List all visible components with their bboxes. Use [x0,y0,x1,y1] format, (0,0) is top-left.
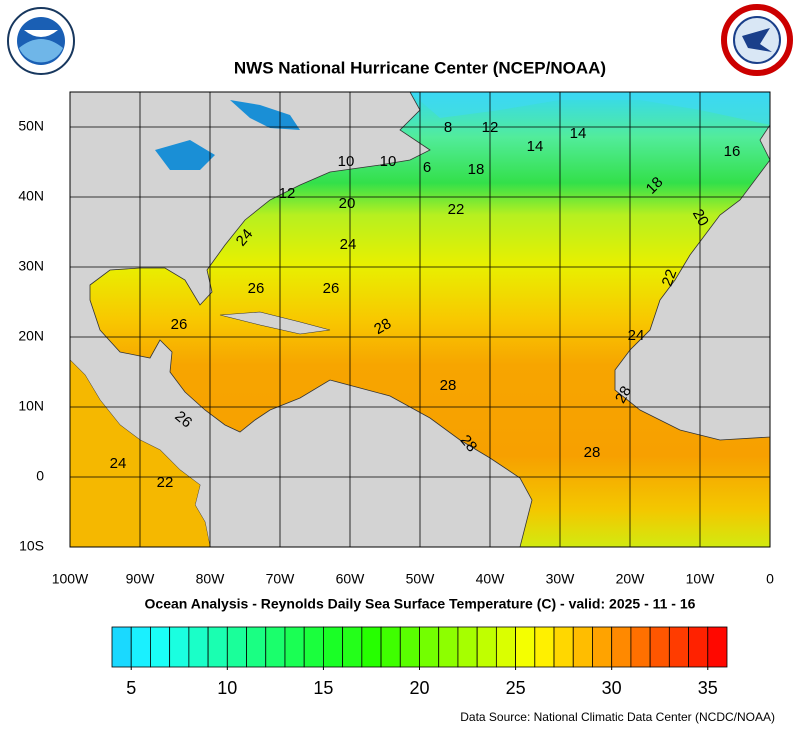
contour-label: 28 [584,444,601,461]
contour-label: 6 [423,159,431,176]
colorbar-box [342,626,363,668]
colorbar-box [592,626,613,668]
contour-label: 8 [444,119,452,136]
colorbar-box [226,626,247,668]
contour-label: 26 [171,316,188,333]
colorbar: 5 10 15 20 25 30 35 [111,626,728,698]
colorbar-box [111,626,132,668]
lakes [155,100,300,170]
colorbar-box [323,626,344,668]
lat-tick-label: 50N [18,118,44,134]
contour-label: 10 [380,153,397,170]
cold-water [410,92,770,125]
colorbar-box [515,626,536,668]
colorbar-box [303,626,324,668]
lon-tick-label: 30W [546,571,576,587]
nws-logo [721,4,793,76]
colorbar-box [476,626,497,668]
grid: 100W 90W 80W 70W 60W 50W 40W 30W 20W 10W 0 10S 0 10N 2… [18,92,774,587]
colorbar-tick-label: 30 [602,678,622,698]
colorbar-box [668,626,689,668]
colorbar-tick-label: 20 [409,678,429,698]
title: NWS National Hurricane Center (NCEP/NOAA… [234,58,606,77]
colorbar-box [265,626,286,668]
contour-label: 24 [340,236,357,253]
colorbar-box [284,626,305,668]
colorbar-box [649,626,670,668]
lon-tick-label: 60W [336,571,366,587]
contour-label: 12 [482,119,499,136]
subtitle: Ocean Analysis - Reynolds Daily Sea Surf… [145,596,696,612]
colorbar-box [534,626,555,668]
contour-label: 14 [570,125,587,142]
colorbar-box [688,626,709,668]
colorbar-box [207,626,228,668]
contour-label: 24 [110,455,127,472]
afro-eurasia-land [614,123,771,441]
contour-label: 24 [628,327,645,344]
colorbar-box [495,626,516,668]
colorbar-box [246,626,267,668]
lon-tick-label: 90W [126,571,156,587]
contour-label: 18 [468,161,485,178]
colorbar-box [150,626,171,668]
lon-tick-label: 100W [52,571,89,587]
contour-label: 16 [724,143,741,160]
contour-label: 26 [248,280,265,297]
lat-tick-label: 40N [18,188,44,204]
contour-label: 26 [323,280,340,297]
contour-label: 22 [448,201,465,218]
lat-tick-label: 0 [36,468,44,484]
lon-tick-label: 0 [766,571,774,587]
colorbar-box [611,626,632,668]
colorbar-box [169,626,190,668]
contour-label: 10 [338,153,355,170]
contour-label: 22 [659,267,681,288]
colorbar-tick-label: 5 [126,678,136,698]
lon-tick-label: 40W [476,571,506,587]
lon-tick-label: 50W [406,571,436,587]
colorbar-tick-label: 35 [698,678,718,698]
lon-tick-label: 10W [686,571,716,587]
lon-tick-label: 20W [616,571,646,587]
lat-tick-label: 20N [18,328,44,344]
contour-label: 28 [440,377,457,394]
colorbar-box [361,626,382,668]
colorbar-box [419,626,440,668]
lon-tick-label: 80W [196,571,226,587]
colorbar-box [553,626,574,668]
contour-label: 22 [157,474,174,491]
colorbar-tick-label: 25 [506,678,526,698]
colorbar-box [380,626,401,668]
colorbar-tick-label: 15 [313,678,333,698]
contour-label: 14 [527,138,544,155]
colorbar-box [707,626,728,668]
colorbar-box [438,626,459,668]
data-source: Data Source: National Climatic Data Cent… [460,710,775,724]
contour-label: 20 [689,206,712,229]
contour-label: 20 [339,195,356,212]
contour-label: 28 [371,315,394,338]
contour-label: 12 [279,185,296,202]
colorbar-tick-label: 10 [217,678,237,698]
colorbar-box [572,626,593,668]
lat-tick-label: 30N [18,258,44,274]
caribbean-islands [219,311,331,335]
colorbar-box [457,626,478,668]
colorbar-box [188,626,209,668]
contour-label: 28 [612,383,635,406]
lon-tick-label: 70W [266,571,296,587]
noaa-logo [7,7,75,75]
colorbar-box [630,626,651,668]
lat-tick-label: 10S [19,538,44,554]
colorbar-box [130,626,151,668]
colorbar-box [399,626,420,668]
lat-tick-label: 10N [18,398,44,414]
